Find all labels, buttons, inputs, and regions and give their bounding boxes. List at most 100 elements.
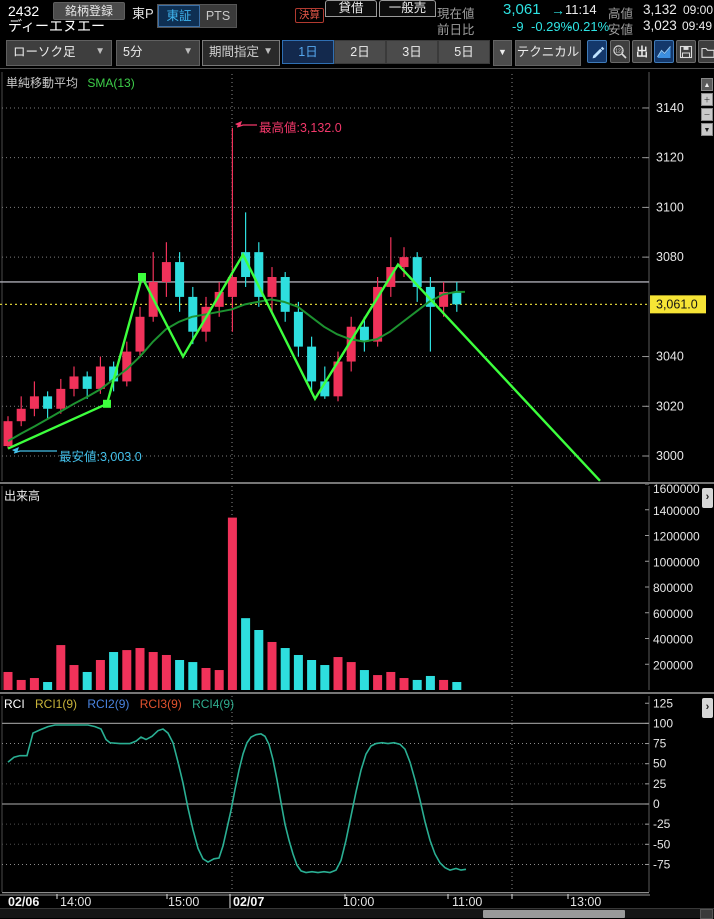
- rci4-label: RCI4(9): [192, 697, 235, 711]
- svg-text:10:00: 10:00: [343, 895, 374, 908]
- chart-type-select[interactable]: ローソク足 ▼: [6, 40, 112, 66]
- svg-text:14:00: 14:00: [60, 895, 91, 908]
- earnings-badge: 決算: [295, 8, 324, 23]
- svg-text:02/06: 02/06: [8, 895, 39, 908]
- volume-chart[interactable]: 1600000 1400000 1200000 1000000 800000 600000…: [0, 484, 714, 691]
- rci1-label: RCI1(9): [35, 697, 78, 711]
- svg-text:11:00: 11:00: [452, 895, 482, 908]
- svg-text:200000: 200000: [653, 658, 693, 672]
- main-chart-legend: 単純移動平均 SMA(13): [6, 74, 135, 91]
- quote-time: 11:14: [565, 2, 597, 17]
- chart-style-button[interactable]: [654, 40, 674, 63]
- current-price-label: 現在値: [437, 7, 475, 21]
- svg-text:25: 25: [653, 777, 667, 791]
- chart-zoom-out-button[interactable]: －: [701, 108, 713, 121]
- day-range-dropdown-button[interactable]: ▼: [493, 40, 512, 66]
- export-button[interactable]: 出: [632, 40, 652, 63]
- open-button[interactable]: [698, 40, 714, 63]
- svg-text:123: 123: [615, 48, 624, 54]
- volume-panel-expand-button[interactable]: ›: [702, 488, 713, 508]
- tab-general-sell[interactable]: 一般売: [379, 0, 436, 17]
- technical-button[interactable]: テクニカル: [515, 40, 581, 66]
- save-button[interactable]: [676, 40, 696, 63]
- svg-text:3,061.0: 3,061.0: [656, 297, 698, 311]
- svg-text:3140: 3140: [656, 101, 684, 115]
- price-direction-arrow: →: [551, 2, 565, 18]
- horizontal-scrollbar[interactable]: [0, 908, 714, 919]
- pencil-icon: [592, 46, 604, 59]
- floppy-save-icon: [679, 45, 693, 58]
- export-kanji-icon: 出: [635, 45, 648, 59]
- change-percent: -0.29%: [531, 19, 573, 34]
- svg-text:1000000: 1000000: [653, 555, 700, 569]
- svg-text:最安値:3,003.0: 最安値:3,003.0: [59, 449, 142, 464]
- rci-indicator-chart[interactable]: 125 100 75 50 25 0 -25 -50 -75: [0, 694, 714, 894]
- sma-legend-label: 単純移動平均: [6, 76, 79, 90]
- register-symbol-button[interactable]: 銘柄登録: [53, 2, 125, 20]
- exchange-tab-group: 東証 PTS: [157, 4, 237, 28]
- tab-5day[interactable]: 5日: [438, 40, 490, 64]
- scrollbar-thumb[interactable]: [483, 910, 625, 918]
- low-label: 安値: [608, 23, 634, 37]
- chevron-down-icon: ▼: [263, 46, 273, 57]
- candlestick-chart[interactable]: 3140 3120 3100 3080 3040 3020 3000 最高値:3,132.0 最…: [0, 72, 714, 482]
- svg-text:-50: -50: [653, 837, 671, 851]
- high-price: 3,132: [643, 2, 677, 17]
- rci3-label: RCI3(9): [139, 697, 182, 711]
- svg-text:3120: 3120: [656, 151, 684, 165]
- svg-text:15:00: 15:00: [168, 895, 199, 908]
- tab-margin-trading[interactable]: 貸借: [325, 0, 377, 17]
- price-inspect-button[interactable]: 123: [610, 40, 630, 63]
- svg-text:125: 125: [653, 696, 673, 710]
- panel-separator: [0, 482, 714, 484]
- change-percent-2: -0.21%: [568, 19, 610, 34]
- high-label: 高値: [608, 7, 634, 21]
- market-segment: 東P: [132, 6, 154, 21]
- svg-text:3080: 3080: [656, 250, 684, 264]
- tab-1day[interactable]: 1日: [282, 40, 334, 64]
- svg-text:1200000: 1200000: [653, 530, 700, 544]
- chart-type-value: ローソク足: [13, 45, 76, 59]
- chart-toolbar: ローソク足 ▼ 5分 ▼ 期間指定 ▼ 1日 2日 3日 5日 ▼ テクニカル …: [0, 40, 714, 66]
- change-value: -9: [512, 19, 524, 34]
- current-price: 3,061: [503, 1, 541, 18]
- magnifier-123-icon: 123: [613, 44, 627, 59]
- tab-2day[interactable]: 2日: [334, 40, 386, 64]
- low-time: 09:49: [682, 19, 713, 33]
- svg-text:3040: 3040: [656, 350, 684, 364]
- tab-3day[interactable]: 3日: [386, 40, 438, 64]
- svg-text:0: 0: [653, 797, 660, 811]
- sma-legend-value: SMA(13): [87, 76, 135, 90]
- toolbar-divider: [0, 68, 714, 69]
- volume-label: 出来高: [4, 489, 41, 503]
- svg-text:13:00: 13:00: [570, 895, 601, 908]
- chevron-down-icon: ▼: [183, 46, 193, 57]
- area-chart-icon: [657, 45, 671, 58]
- period-select-button[interactable]: 期間指定 ▼: [202, 40, 280, 66]
- svg-text:100: 100: [653, 716, 673, 730]
- chart-scroll-up-button[interactable]: ▲: [701, 78, 713, 91]
- svg-text:-75: -75: [653, 857, 671, 871]
- time-axis: 02/06 14:00 15:00 02/07 10:00 11:00 13:00: [0, 894, 650, 908]
- panel-separator: [0, 692, 714, 694]
- day-range-tabs: 1日 2日 3日 5日: [282, 40, 490, 64]
- folder-open-icon: [701, 47, 714, 58]
- stock-code: 2432: [8, 3, 40, 19]
- chevron-down-icon: ▼: [498, 47, 507, 57]
- chart-scroll-down-button[interactable]: ▼: [701, 123, 713, 136]
- svg-text:3100: 3100: [656, 200, 684, 214]
- draw-pencil-button[interactable]: [587, 40, 607, 63]
- svg-text:1600000: 1600000: [653, 484, 700, 496]
- rci-panel-expand-button[interactable]: ›: [702, 698, 713, 718]
- tab-tse[interactable]: 東証: [158, 5, 200, 27]
- interval-select[interactable]: 5分 ▼: [116, 40, 200, 66]
- chart-zoom-in-button[interactable]: ＋: [701, 93, 713, 106]
- rci-title: RCI: [4, 697, 25, 711]
- tab-pts[interactable]: PTS: [200, 5, 236, 27]
- period-label: 期間指定: [209, 45, 260, 59]
- rci-legend: RCI RCI1(9) RCI2(9) RCI3(9) RCI4(9): [4, 697, 234, 711]
- change-label: 前日比: [437, 23, 475, 37]
- svg-text:3000: 3000: [656, 449, 684, 463]
- low-price: 3,023: [643, 18, 677, 33]
